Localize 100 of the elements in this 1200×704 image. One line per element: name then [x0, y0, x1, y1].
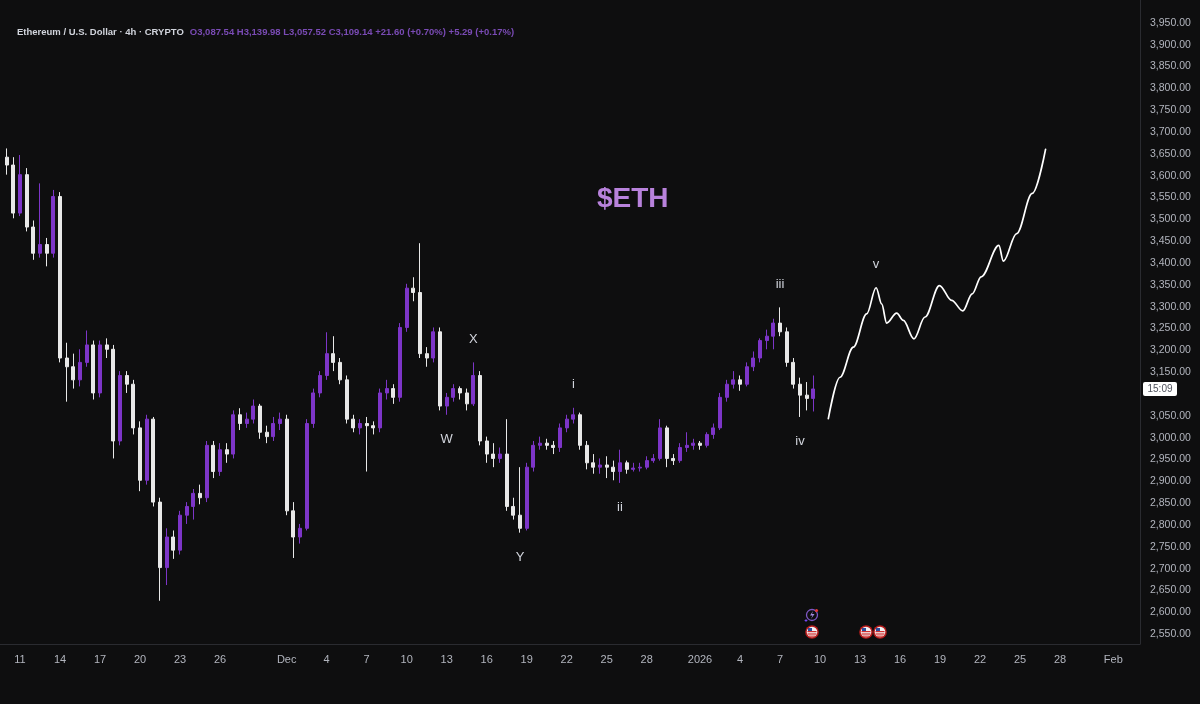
- candlestick: [31, 219, 35, 261]
- candlestick: [231, 409, 235, 459]
- candlestick: [131, 379, 135, 435]
- x-tick-label: 2026: [687, 652, 713, 665]
- candlestick: [171, 529, 175, 560]
- candlestick: [18, 154, 22, 217]
- candlestick: [351, 414, 355, 433]
- x-tick-label: 14: [53, 652, 67, 665]
- candlestick: [305, 418, 309, 531]
- candlestick: [411, 276, 415, 302]
- y-tick-label: 2,700.00: [1150, 561, 1192, 574]
- candlestick: [471, 361, 475, 407]
- candlestick: [145, 414, 149, 486]
- y-tick-label: 2,800.00: [1150, 517, 1192, 530]
- x-tick-label: 28: [640, 652, 653, 665]
- candlestick: [285, 414, 289, 516]
- candlestick: [271, 416, 275, 442]
- candlestick: [525, 462, 529, 531]
- candlestick: [265, 425, 269, 444]
- candlestick: [431, 326, 435, 363]
- candlestick: [805, 381, 809, 411]
- candlestick: [211, 440, 215, 479]
- candlestick: [745, 361, 749, 387]
- candlestick: [111, 344, 115, 459]
- y-tick-label: 3,550.00: [1150, 190, 1192, 203]
- candlestick: [58, 191, 62, 363]
- candlestick: [178, 510, 182, 555]
- x-tick-label: 26: [213, 652, 227, 665]
- candlestick: [238, 407, 242, 431]
- candlestick: [671, 453, 675, 466]
- candlestick: [731, 370, 735, 390]
- annotation: v: [872, 256, 880, 272]
- candlestick: [378, 388, 382, 433]
- x-tick-label: 11: [14, 652, 26, 665]
- candlestick: [45, 237, 49, 267]
- x-tick-label: 19: [520, 652, 533, 665]
- candlestick: [398, 322, 402, 403]
- candlestick: [358, 418, 362, 435]
- candlestick: [425, 346, 429, 368]
- y-tick-label: 2,750.00: [1150, 539, 1192, 552]
- y-tick-label: 3,350.00: [1150, 277, 1192, 290]
- candlestick: [385, 379, 389, 400]
- candlestick: [605, 455, 609, 479]
- candlestick: [118, 370, 122, 446]
- x-tick-label: 28: [1053, 652, 1067, 665]
- candlestick: [71, 353, 75, 390]
- candlestick: [291, 501, 295, 559]
- candlestick: [438, 326, 442, 411]
- candlestick: [91, 340, 95, 400]
- y-tick-label: 3,800.00: [1150, 81, 1192, 94]
- candlestick: [478, 370, 482, 446]
- y-tick-label: 3,250.00: [1150, 321, 1192, 334]
- candlestick: [138, 420, 142, 492]
- y-tick-label: 2,600.00: [1150, 605, 1192, 618]
- candlestick: [78, 348, 82, 387]
- y-tick-label: 3,450.00: [1150, 234, 1192, 247]
- candlestick: [565, 414, 569, 433]
- y-tick-label: 3,150.00: [1150, 365, 1192, 378]
- candlestick: [5, 147, 9, 176]
- candlestick: [191, 488, 195, 521]
- candlestick: [485, 436, 489, 464]
- candlestick: [338, 357, 342, 385]
- x-tick-label: 16: [893, 652, 907, 665]
- candlestick: [311, 388, 315, 429]
- y-tick-label: 3,200.00: [1150, 343, 1192, 356]
- candlestick: [558, 423, 562, 453]
- y-tick-label: 2,950.00: [1150, 452, 1192, 465]
- candlestick: [578, 412, 582, 451]
- candlestick: [325, 331, 329, 381]
- candlestick: [645, 455, 649, 470]
- candlestick: [518, 466, 522, 534]
- candlestick: [331, 335, 335, 372]
- x-tick-label: 13: [853, 652, 867, 665]
- candlestick: [105, 337, 109, 359]
- candlestick: [758, 337, 762, 363]
- candlestick: [185, 501, 189, 525]
- candlestick: [665, 425, 669, 468]
- candlestick: [538, 436, 542, 451]
- x-tick-label: 10: [400, 652, 413, 665]
- candlestick: [698, 440, 702, 451]
- candlestick: [551, 440, 555, 455]
- candlestick: [751, 350, 755, 372]
- candlestick: [811, 374, 815, 412]
- candlestick: [65, 342, 69, 403]
- candlestick: [785, 326, 789, 368]
- candlestick: [618, 449, 622, 484]
- y-tick-label: 3,650.00: [1150, 146, 1192, 159]
- x-tick-label: 7: [363, 652, 370, 665]
- y-tick-label: 3,600.00: [1150, 168, 1192, 181]
- candlestick: [625, 460, 629, 475]
- candlestick: [11, 156, 15, 219]
- candlestick: [251, 399, 255, 425]
- candlestick: [725, 379, 729, 403]
- candlestick: [258, 403, 262, 440]
- candlestick: [198, 484, 202, 505]
- candlestick: [85, 330, 89, 368]
- x-tick-label: 17: [93, 652, 107, 665]
- candlestick: [365, 416, 369, 473]
- y-tick-label: 2,900.00: [1150, 474, 1192, 487]
- x-tick-label: Dec: [276, 652, 297, 665]
